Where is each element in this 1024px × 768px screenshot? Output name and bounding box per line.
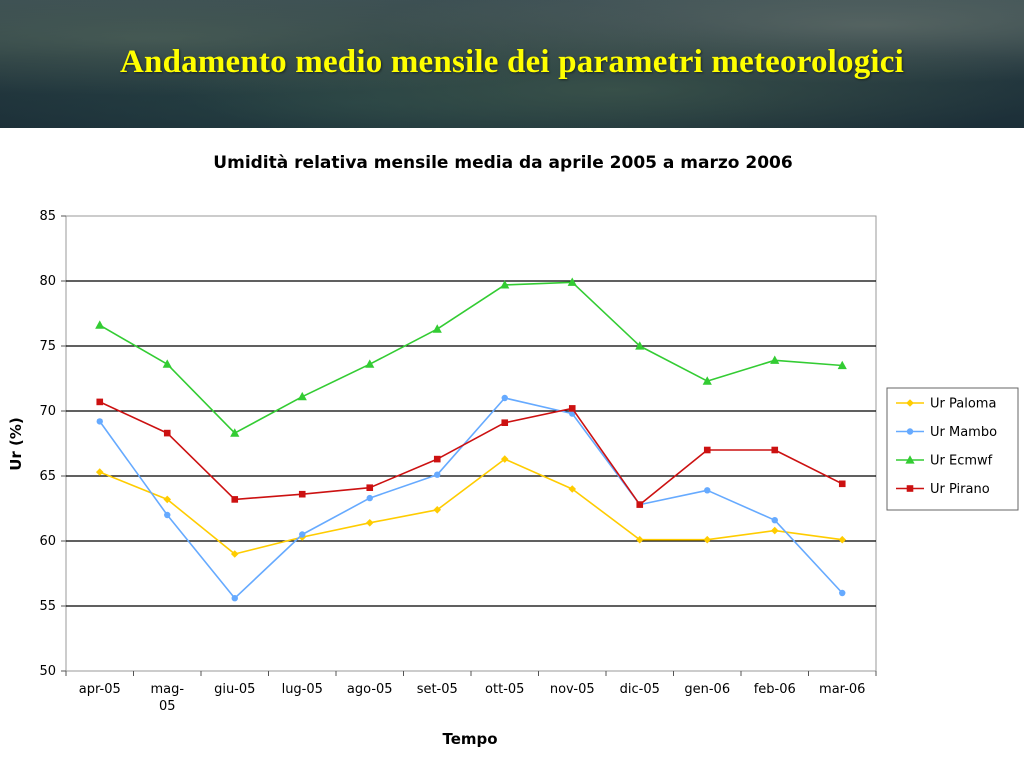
data-point-ur-pirano	[96, 398, 104, 406]
legend-item-ur-ecmwf: Ur Ecmwf	[896, 454, 993, 469]
data-point-ur-paloma	[703, 535, 712, 544]
data-point-ur-ecmwf	[432, 324, 442, 333]
series-line-ur-ecmwf	[99, 281, 843, 434]
y-tick-label: 70	[39, 404, 56, 419]
x-axis: apr-05 mag- 05 giu-05 lug-05 ago-05 set-05 ott-…	[65, 671, 877, 714]
y-tick-label: 80	[39, 274, 56, 289]
data-point-ur-ecmwf	[837, 360, 847, 370]
data-point-ur-mambo	[164, 511, 171, 519]
x-tick-label: mar-06	[819, 682, 865, 697]
data-point-ur-pirano	[433, 455, 441, 463]
data-point-ur-paloma	[500, 455, 509, 463]
data-point-ur-paloma	[635, 535, 644, 544]
data-point-ur-ecmwf	[500, 280, 510, 289]
data-point-ur-paloma	[568, 485, 577, 493]
data-point-ur-paloma	[365, 519, 374, 527]
data-point-ur-ecmwf	[635, 341, 645, 350]
data-point-ur-mambo	[704, 487, 711, 494]
data-point-ur-mambo	[231, 595, 238, 602]
data-point-ur-ecmwf	[95, 320, 105, 329]
legend-marker	[906, 428, 914, 435]
legend: Ur Paloma Ur Mambo Ur Ecmwf Ur Pirano	[886, 387, 1019, 511]
y-tick-label: 85	[39, 209, 56, 224]
data-point-ur-pirano	[231, 496, 239, 503]
data-point-ur-paloma	[163, 495, 172, 504]
series-line-ur-pirano	[99, 401, 843, 506]
y-tick-label: 50	[39, 664, 56, 679]
series-line-ur-mambo	[99, 397, 843, 600]
chart: Umidità relativa mensile media da aprile…	[7, 153, 1019, 748]
x-tick-label: apr-05	[79, 682, 121, 697]
data-point-ur-ecmwf	[567, 277, 577, 286]
series-ur-ecmwf	[95, 277, 847, 437]
x-tick-label: gen-06	[684, 682, 730, 697]
data-point-ur-paloma	[838, 535, 847, 544]
x-tick-label: mag-	[150, 682, 184, 697]
x-axis-title: Tempo	[442, 730, 497, 748]
legend-label: Ur Ecmwf	[930, 454, 993, 469]
legend-marker	[906, 485, 914, 492]
series-ur-mambo	[96, 394, 846, 602]
data-point-ur-paloma	[433, 506, 442, 514]
legend-item-ur-pirano: Ur Pirano	[896, 482, 990, 497]
data-point-ur-mambo	[366, 494, 373, 502]
data-point-ur-pirano	[703, 446, 711, 454]
data-point-ur-mambo	[839, 589, 846, 597]
data-point-ur-ecmwf	[162, 359, 172, 368]
x-tick-label: ott-05	[485, 682, 524, 697]
grid-lines	[66, 280, 876, 607]
legend-label: Ur Paloma	[930, 397, 996, 412]
data-point-ur-pirano	[636, 501, 644, 508]
series-line-ur-paloma	[99, 458, 843, 555]
series	[95, 277, 847, 602]
x-tick-label: feb-06	[754, 682, 796, 697]
y-axis: 50 55 60 65 70 75 80 85	[39, 209, 66, 679]
legend-label: Ur Mambo	[930, 425, 997, 440]
y-tick-label: 55	[39, 599, 56, 614]
data-point-ur-pirano	[163, 429, 171, 437]
data-point-ur-mambo	[299, 531, 306, 538]
header-banner: Andamento medio mensile dei parametri me…	[0, 0, 1024, 128]
data-point-ur-pirano	[568, 405, 576, 412]
data-point-ur-mambo	[96, 418, 103, 425]
y-tick-label: 75	[39, 339, 56, 354]
series-ur-pirano	[96, 398, 846, 508]
data-point-ur-ecmwf	[770, 355, 780, 364]
data-point-ur-ecmwf	[702, 376, 712, 385]
x-tick-label: lug-05	[282, 682, 323, 697]
data-point-ur-pirano	[366, 484, 374, 491]
data-point-ur-mambo	[501, 394, 508, 402]
x-tick-label: ago-05	[347, 682, 393, 697]
x-tick-label: giu-05	[214, 682, 255, 697]
x-tick-label: 05	[159, 699, 176, 714]
page-title: Andamento medio mensile dei parametri me…	[119, 44, 905, 80]
y-tick-label: 65	[39, 469, 56, 484]
data-point-ur-mambo	[771, 517, 778, 524]
data-point-ur-paloma	[770, 526, 779, 535]
data-point-ur-pirano	[771, 446, 779, 454]
chart-title: Umidità relativa mensile media da aprile…	[213, 153, 792, 173]
legend-item-ur-paloma: Ur Paloma	[896, 397, 996, 412]
data-point-ur-mambo	[434, 471, 441, 478]
data-point-ur-ecmwf	[297, 391, 307, 401]
y-tick-label: 60	[39, 534, 56, 549]
data-point-ur-pirano	[298, 490, 306, 498]
data-point-ur-paloma	[95, 468, 104, 476]
data-point-ur-ecmwf	[365, 359, 375, 368]
x-tick-label: nov-05	[550, 682, 595, 697]
data-point-ur-pirano	[838, 480, 846, 488]
data-point-ur-pirano	[501, 419, 509, 426]
y-axis-title: Ur (%)	[7, 417, 25, 471]
plot-area	[65, 215, 877, 672]
data-point-ur-ecmwf	[230, 428, 240, 437]
legend-marker	[905, 455, 915, 464]
legend-marker	[906, 399, 914, 407]
x-tick-label: set-05	[417, 682, 458, 697]
legend-label: Ur Pirano	[930, 482, 990, 497]
x-tick-label: dic-05	[620, 682, 660, 697]
legend-item-ur-mambo: Ur Mambo	[896, 425, 997, 440]
series-ur-paloma	[95, 455, 847, 558]
